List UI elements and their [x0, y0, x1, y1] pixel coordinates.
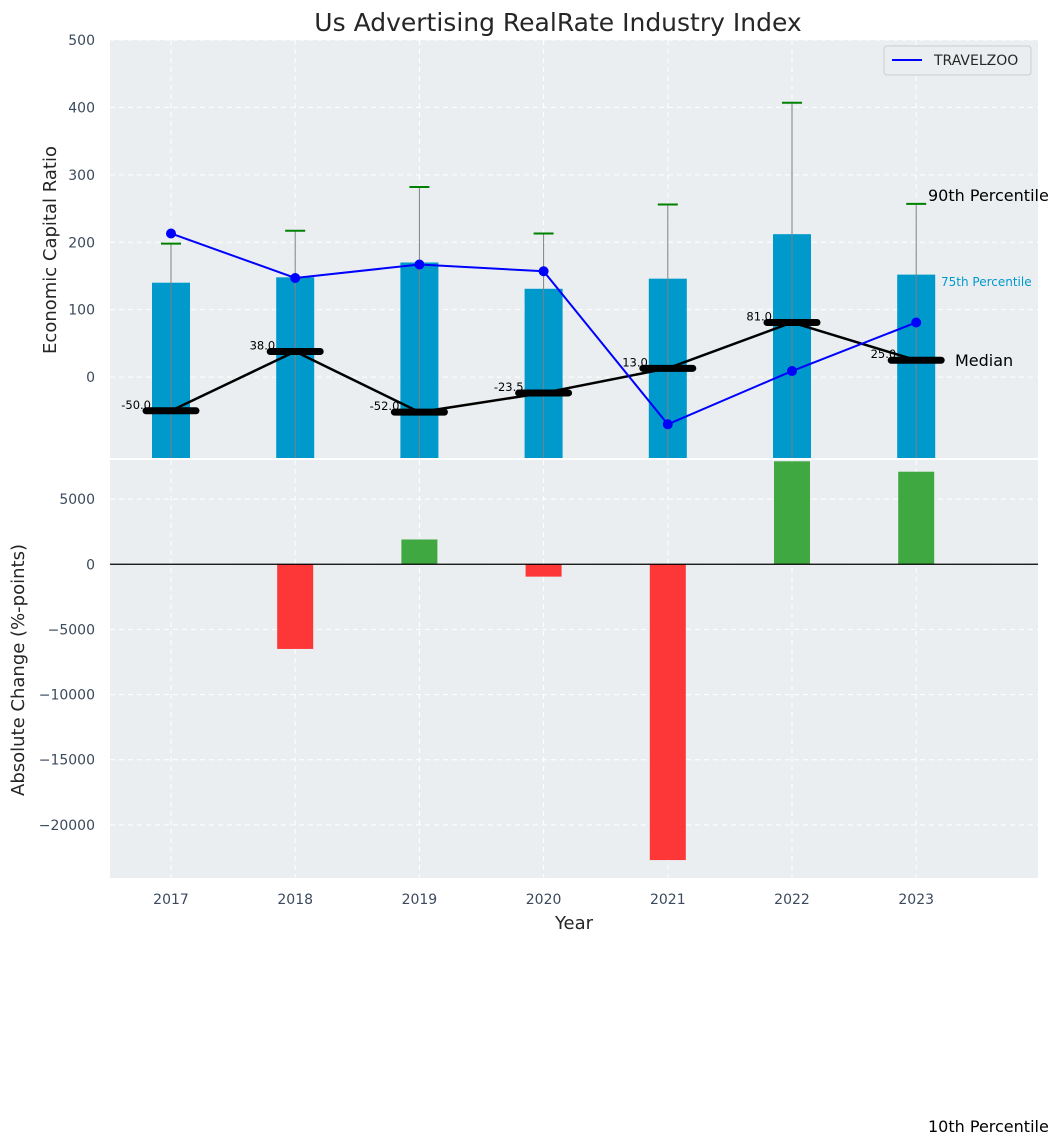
top-y-tick-label: 200 [68, 235, 95, 251]
median-value-label: 38.0 [250, 338, 276, 352]
top-y-tick-label: 300 [68, 168, 95, 184]
bottom-y-tick-label: −20000 [39, 818, 95, 834]
x-tick-label: 2019 [402, 892, 438, 908]
absolute-change-bars [277, 461, 935, 861]
median-markers [142, 318, 945, 416]
travelzoo-point [290, 272, 301, 283]
median-value-label: 13.0 [622, 355, 648, 369]
travelzoo-series [166, 228, 922, 430]
top-y-tick-label: 400 [68, 100, 95, 116]
x-tick-label: 2021 [650, 892, 686, 908]
top-y-tick-label: 500 [68, 33, 95, 49]
travelzoo-point [166, 228, 176, 239]
x-tick-labels: 2017 2018 2019 2020 2021 2022 2023 [153, 892, 934, 908]
bottom-y-axis-label: Absolute Change (%-points) [8, 544, 29, 796]
travelzoo-point [414, 259, 425, 270]
top-plot-area [110, 40, 1038, 458]
chart-title: Us Advertising RealRate Industry Index [314, 8, 801, 37]
bottom-y-tick-label: −10000 [39, 688, 95, 704]
travelzoo-point [787, 366, 797, 377]
travelzoo-point [538, 266, 549, 277]
median-value-label: -23.5 [494, 380, 524, 394]
median-value-label: 81.0 [746, 309, 772, 323]
top-y-axis-label: Economic Capital Ratio [40, 146, 61, 354]
x-tick-label: 2020 [526, 892, 562, 908]
travelzoo-point [662, 419, 673, 430]
absolute-change-bar [898, 471, 935, 565]
x-tick-label: 2022 [774, 892, 810, 908]
median-value-label: 25.0 [871, 347, 897, 361]
absolute-change-bar [401, 539, 438, 565]
annotation-90th-percentile: 90th Percentile [928, 186, 1049, 205]
median-value-label: -52.0 [370, 399, 400, 413]
annotation-median: Median [955, 351, 1013, 370]
x-axis-label: Year [554, 913, 594, 934]
legend-label-travelzoo: TRAVELZOO [933, 53, 1018, 69]
absolute-change-bar [525, 564, 562, 577]
bottom-y-tick-label: 5000 [59, 492, 95, 508]
x-tick-label: 2018 [277, 892, 313, 908]
bottom-y-tick-label: −15000 [39, 753, 95, 769]
absolute-change-bar [774, 461, 810, 565]
x-tick-label: 2017 [153, 892, 189, 908]
bottom-y-tick-label: 0 [86, 557, 95, 573]
bottom-y-tick-labels: −20000 −15000 −10000 −5000 0 5000 [39, 492, 95, 834]
bottom-plot-area [110, 460, 1038, 878]
annotation-75th-percentile: 75th Percentile [941, 275, 1032, 289]
median-value-label: -50.0 [121, 398, 151, 412]
x-tick-label: 2023 [898, 892, 934, 908]
top-y-tick-label: 0 [86, 370, 95, 386]
absolute-change-bar [277, 564, 314, 649]
travelzoo-point [911, 317, 922, 328]
annotation-10th-percentile: 10th Percentile [928, 1117, 1049, 1136]
bottom-y-tick-label: −5000 [48, 622, 95, 638]
median-value-labels: -50.0 38.0 -52.0 -23.5 13.0 81.0 25.0 [121, 309, 896, 413]
absolute-change-bar [649, 564, 686, 861]
top-y-tick-labels: 0 100 200 300 400 500 [68, 33, 95, 386]
legend: TRAVELZOO [883, 45, 1032, 76]
top-y-tick-label: 100 [68, 303, 95, 319]
